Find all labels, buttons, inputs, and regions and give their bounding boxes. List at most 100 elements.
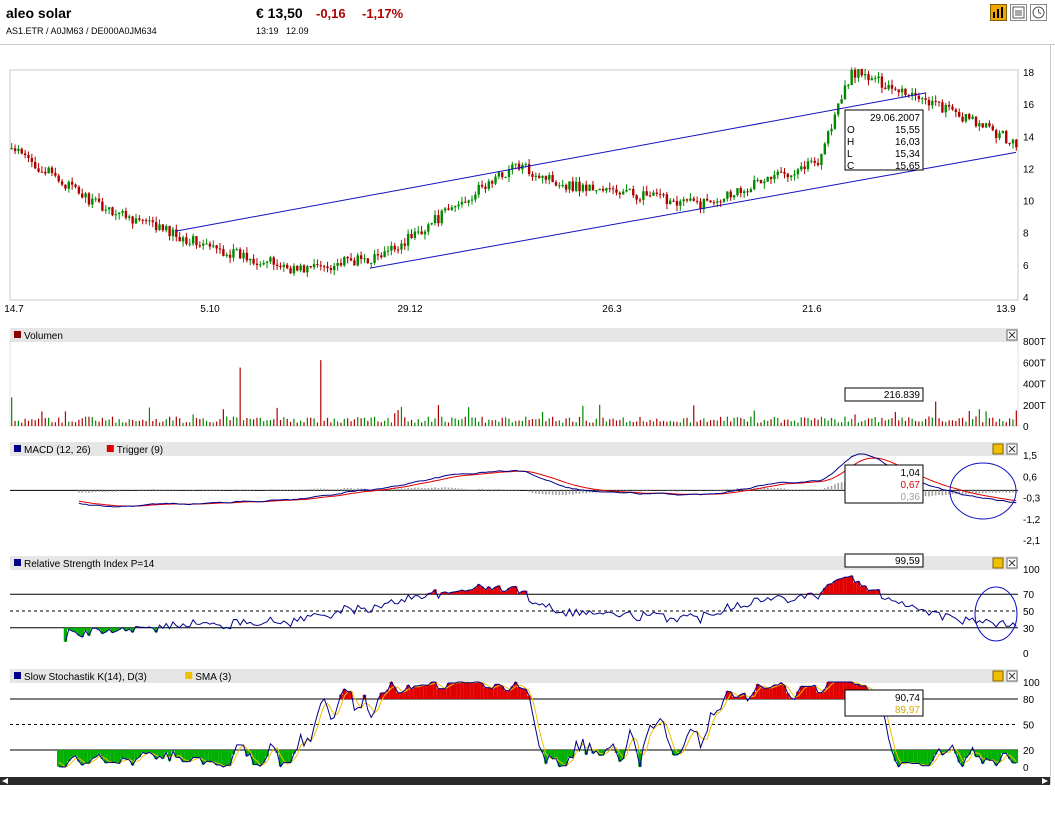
- candle-body: [988, 123, 991, 127]
- time-scrollbar[interactable]: [0, 777, 1050, 785]
- macd-histogram-bar: [232, 489, 235, 491]
- macd-histogram-bar: [834, 484, 836, 491]
- candle-body: [487, 181, 490, 189]
- volume-header-bar: [10, 328, 1018, 342]
- candle-body: [238, 249, 242, 259]
- stochastic-oversold-fill: [177, 750, 182, 758]
- macd-histogram-bar: [817, 489, 819, 491]
- candle-body: [867, 74, 870, 81]
- rsi-config-button[interactable]: [992, 557, 1004, 569]
- volume-bar: [121, 422, 124, 426]
- candle-body: [420, 231, 423, 235]
- macd-histogram-bar: [474, 489, 477, 491]
- trend-line-upper: [175, 92, 927, 232]
- volume-bar: [602, 417, 604, 426]
- price-y-tick-label: 14: [1023, 132, 1035, 143]
- last-price: € 13,50: [256, 5, 303, 21]
- candle-body: [474, 194, 477, 200]
- price-x-tick-label: 14.7: [4, 304, 24, 315]
- candle-body: [477, 184, 480, 195]
- volume-bar: [625, 422, 628, 426]
- candle-body: [978, 123, 981, 127]
- candle-body: [430, 223, 433, 225]
- stochastic-oversold-fill: [967, 750, 971, 755]
- volume-bar: [968, 410, 970, 426]
- candle-body: [907, 94, 910, 96]
- candle-body: [958, 111, 961, 117]
- volume-bar: [125, 422, 127, 426]
- macd-histogram-bar: [430, 487, 433, 491]
- candle-body: [144, 220, 148, 222]
- volume-bar: [179, 418, 181, 426]
- macd-histogram-bar: [555, 490, 557, 496]
- stochastic-overbought-fill: [813, 685, 817, 699]
- rsi-overbought-fill: [849, 575, 854, 595]
- stochastic-config-button[interactable]: [992, 670, 1004, 682]
- bar-chart-icon[interactable]: [990, 4, 1007, 21]
- rsi-overbought-fill: [433, 589, 437, 595]
- volume-bar: [908, 417, 910, 426]
- candle-body: [689, 198, 692, 201]
- header-divider: [0, 44, 1055, 45]
- ohlc-tooltip-value-o: 15,55: [895, 125, 920, 136]
- macd-histogram-bar: [622, 490, 624, 492]
- stochastic-oversold-fill: [1014, 750, 1019, 764]
- volume-bar: [333, 418, 335, 426]
- macd-histogram-bar: [1005, 490, 1008, 493]
- stochastic-oversold-fill: [117, 750, 121, 764]
- candle-body: [561, 184, 564, 186]
- stochastic-overbought-fill: [507, 690, 511, 699]
- stochastic-overbought-fill: [473, 682, 478, 699]
- macd-histogram-bar: [961, 490, 964, 495]
- candle-body: [457, 204, 460, 207]
- stochastic-oversold-fill: [927, 750, 931, 766]
- macd-histogram-bar: [770, 488, 772, 491]
- candle-body: [181, 237, 185, 242]
- volume-bar: [424, 420, 426, 426]
- macd-histogram-bar: [172, 489, 174, 491]
- macd-histogram-bar: [729, 488, 732, 491]
- volume-bar: [871, 418, 873, 426]
- stochastic-oversold-fill: [957, 750, 961, 763]
- volume-bar: [447, 422, 450, 426]
- macd-close-icon: [1008, 445, 1016, 453]
- macd-histogram-bar: [545, 490, 547, 495]
- macd-histogram-bar: [645, 490, 648, 491]
- macd-config-button[interactable]: [992, 443, 1004, 455]
- stochastic-header-bar: [10, 669, 1018, 683]
- candle-body: [282, 264, 286, 268]
- volume-bar: [367, 420, 369, 426]
- volume-bar: [703, 418, 705, 426]
- macd-histogram-bar: [810, 489, 813, 491]
- candle-body: [343, 256, 346, 266]
- candle-body: [1001, 131, 1005, 134]
- clock-icon[interactable]: [1030, 4, 1047, 21]
- stochastic-oversold-fill: [157, 750, 162, 757]
- volume-bar: [219, 419, 221, 426]
- candle-body: [47, 167, 50, 174]
- candle-body: [10, 148, 13, 150]
- macd-histogram-bar: [205, 489, 208, 491]
- candle-body: [84, 193, 87, 198]
- volume-bar: [783, 419, 786, 426]
- macd-histogram-bar: [215, 489, 218, 491]
- stochastic-tooltip-k: 90,74: [895, 693, 920, 704]
- stochastic-overbought-fill: [446, 683, 451, 699]
- candle-body: [64, 184, 67, 189]
- macd-histogram-bar: [420, 487, 423, 491]
- candle-body: [924, 98, 927, 100]
- stochastic-oversold-fill: [981, 750, 985, 764]
- volume-bar: [988, 418, 991, 426]
- candle-body: [255, 263, 259, 265]
- macd-histogram-bar: [787, 489, 789, 491]
- candle-body: [329, 268, 333, 271]
- stochastic-overbought-fill: [769, 687, 773, 699]
- stochastic-oversold-fill: [1001, 750, 1005, 754]
- news-icon[interactable]: [1010, 4, 1027, 21]
- volume-bar: [491, 420, 493, 426]
- stochastic-oversold-fill: [161, 750, 165, 759]
- volume-bar: [350, 421, 352, 426]
- volume-bar: [804, 417, 806, 426]
- volume-bar: [434, 418, 436, 426]
- volume-bar: [400, 406, 403, 426]
